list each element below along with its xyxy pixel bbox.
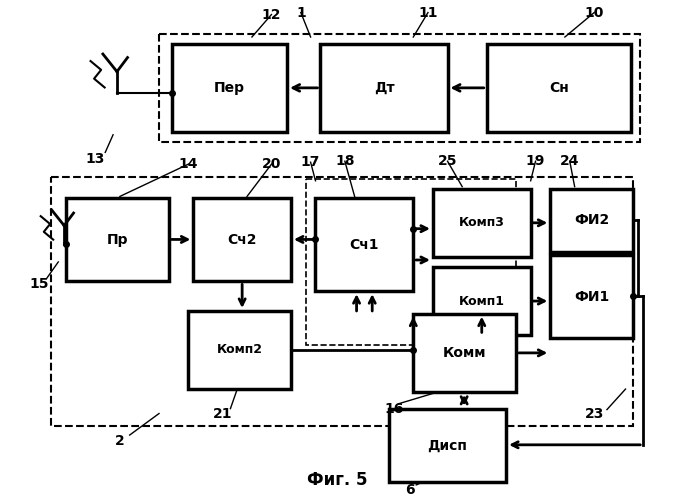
Text: 13: 13 [86, 152, 105, 166]
Bar [550, 188, 633, 252]
Text: Комп3: Комп3 [459, 216, 505, 230]
Bar [159, 34, 640, 142]
Text: Сч1: Сч1 [350, 238, 379, 252]
Text: 12: 12 [262, 8, 281, 22]
Text: 11: 11 [418, 6, 437, 20]
Bar [413, 314, 516, 392]
Text: Сн: Сн [549, 81, 569, 95]
Bar [433, 188, 531, 257]
Text: 24: 24 [560, 154, 580, 168]
Text: 1: 1 [296, 6, 306, 20]
Bar [306, 179, 516, 345]
Bar [321, 44, 448, 132]
Text: 15: 15 [29, 278, 49, 291]
Text: Сч2: Сч2 [227, 233, 257, 247]
Text: 18: 18 [335, 154, 354, 168]
Bar [66, 198, 169, 281]
Text: 20: 20 [262, 157, 281, 171]
Text: ФИ1: ФИ1 [574, 290, 610, 304]
Text: 2: 2 [115, 434, 125, 448]
Text: Комп1: Комп1 [459, 294, 505, 308]
Text: 19: 19 [526, 154, 545, 168]
Text: 6: 6 [406, 483, 415, 497]
Text: Пр: Пр [107, 233, 128, 247]
Text: 23: 23 [585, 406, 604, 420]
Bar [51, 177, 633, 426]
Text: 16: 16 [384, 402, 404, 415]
Text: Фиг. 5: Фиг. 5 [306, 471, 367, 489]
Text: Комп2: Комп2 [217, 344, 263, 356]
Text: Дисп: Дисп [427, 438, 468, 452]
Bar [188, 311, 291, 389]
Bar [487, 44, 631, 132]
Bar [550, 255, 633, 338]
Text: Дт: Дт [374, 81, 394, 95]
Text: 14: 14 [179, 157, 198, 171]
Bar [171, 44, 287, 132]
Text: 21: 21 [213, 406, 232, 420]
Text: Комм: Комм [443, 346, 487, 360]
Text: ФИ2: ФИ2 [574, 214, 610, 228]
Text: 10: 10 [585, 6, 604, 20]
Text: 25: 25 [438, 154, 457, 168]
Bar [433, 267, 531, 336]
Text: Пер: Пер [214, 81, 245, 95]
Bar [389, 408, 506, 482]
Bar [315, 198, 413, 292]
Bar [193, 198, 291, 281]
Text: 17: 17 [301, 155, 321, 169]
